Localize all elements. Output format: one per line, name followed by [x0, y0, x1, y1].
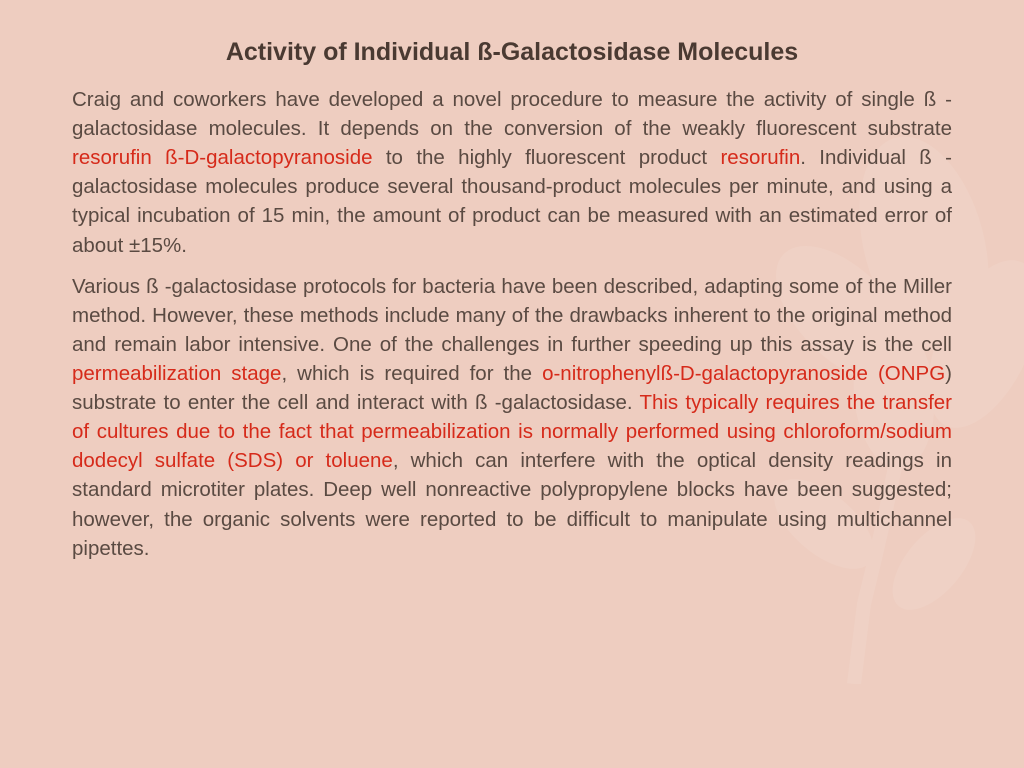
paragraph-2: Various ß -galactosidase protocols for b…	[72, 272, 952, 563]
paragraph-1: Craig and coworkers have developed a nov…	[72, 85, 952, 260]
slide-title: Activity of Individual ß-Galactosidase M…	[72, 38, 952, 67]
p2-text-1: Various ß -galactosidase protocols for b…	[72, 275, 952, 356]
p2-highlight-2: o-nitrophenylß-D-galactopyranoside (ONPG	[542, 362, 945, 385]
p1-text-2: to the highly fluorescent product	[373, 146, 721, 169]
p1-highlight-1: resorufin ß-D-galactopyranoside	[72, 146, 373, 169]
p1-highlight-2: resorufin	[720, 146, 800, 169]
p2-text-2: , which is required for the	[281, 362, 542, 385]
p1-text-1: Craig and coworkers have developed a nov…	[72, 88, 952, 140]
slide-content: Activity of Individual ß-Galactosidase M…	[0, 0, 1024, 615]
p2-highlight-1: permeabilization stage	[72, 362, 281, 385]
